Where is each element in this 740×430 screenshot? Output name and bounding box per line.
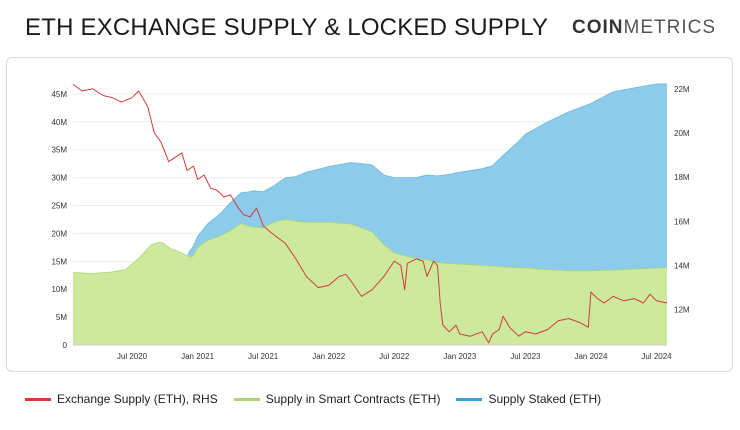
y-right-tick-label: 16M	[674, 217, 690, 226]
y-right-tick-label: 14M	[674, 262, 690, 271]
y-left-tick-label: 15M	[51, 257, 67, 266]
y-left-tick-label: 35M	[51, 146, 67, 155]
legend-swatch-staked	[456, 397, 483, 401]
y-left-tick-label: 10M	[51, 285, 67, 294]
brand-coin: COIN	[572, 17, 624, 38]
y-right-tick-label: 22M	[674, 85, 690, 94]
chart-title: ETH EXCHANGE SUPPLY & LOCKED SUPPLY	[25, 14, 549, 41]
x-tick-label: Jan 2021	[181, 352, 214, 361]
x-tick-label: Jul 2023	[510, 352, 541, 361]
legend-swatch-exchange	[25, 397, 51, 401]
smart-contracts-area	[73, 219, 667, 345]
staked-area	[187, 83, 668, 271]
x-tick-label: Jul 2020	[117, 352, 148, 361]
y-left-tick-label: 25M	[51, 202, 67, 211]
x-tick-label: Jul 2024	[641, 352, 672, 361]
x-tick-label: Jul 2021	[248, 352, 279, 361]
legend-label-exchange: Exchange Supply (ETH), RHS	[57, 392, 218, 406]
x-tick-label: Jan 2022	[312, 352, 345, 361]
y-left-tick-label: 30M	[51, 174, 67, 183]
y-right-tick-label: 18M	[674, 173, 690, 182]
legend-item-smart[interactable]: Supply in Smart Contracts (ETH)	[233, 392, 441, 406]
legend-swatch-smart	[233, 397, 260, 401]
legend-label-staked: Supply Staked (ETH)	[488, 392, 602, 406]
smart-contracts-line	[72, 219, 667, 275]
x-tick-label: Jan 2024	[574, 352, 607, 361]
legend-label-smart: Supply in Smart Contracts (ETH)	[265, 392, 441, 406]
chart-legend: Exchange Supply (ETH), RHS Supply in Sma…	[25, 392, 617, 406]
x-tick-label: Jul 2022	[379, 352, 410, 361]
y-right-tick-label: 20M	[674, 129, 690, 138]
exchange-supply-line	[72, 83, 668, 344]
y-left-tick-label: 40M	[51, 118, 67, 127]
x-tick-label: Jan 2023	[443, 352, 476, 361]
staked-line	[187, 83, 667, 255]
y-right-tick-label: 12M	[674, 306, 690, 315]
legend-item-staked[interactable]: Supply Staked (ETH)	[456, 392, 601, 406]
legend-item-exchange[interactable]: Exchange Supply (ETH), RHS	[25, 392, 218, 406]
brand-metrics: METRICS	[623, 17, 716, 38]
coinmetrics-logo: COINMETRICS	[572, 17, 716, 39]
y-left-tick-label: 5M	[56, 313, 67, 322]
y-left-tick-label: 20M	[51, 229, 67, 238]
y-left-tick-label: 45M	[51, 90, 67, 99]
y-left-tick-label: 0	[63, 341, 68, 350]
